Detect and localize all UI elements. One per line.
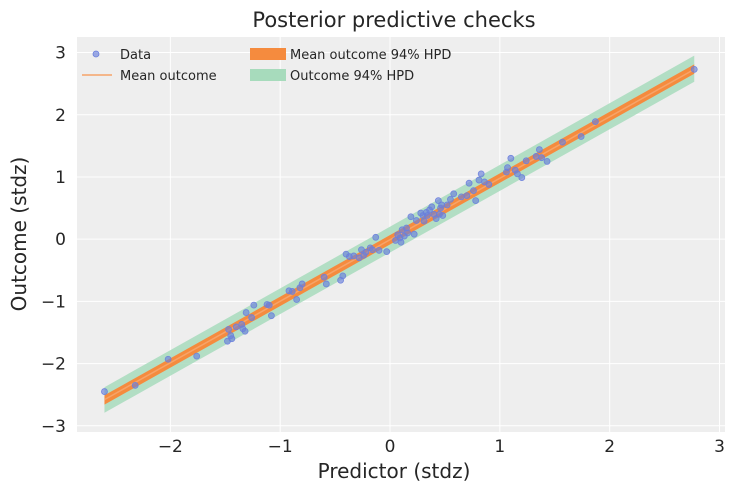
data-point bbox=[267, 312, 275, 320]
data-point bbox=[164, 355, 172, 363]
data-point bbox=[193, 352, 201, 360]
data-point bbox=[423, 212, 431, 219]
data-point bbox=[407, 213, 415, 221]
data-point bbox=[463, 192, 471, 200]
x-tick-label: −1 bbox=[268, 437, 293, 457]
y-tick-label: −3 bbox=[41, 417, 66, 437]
data-point bbox=[293, 296, 301, 303]
y-tick-label: 1 bbox=[55, 168, 66, 188]
data-point bbox=[250, 301, 258, 309]
y-tick-label: −1 bbox=[41, 292, 66, 312]
data-point bbox=[265, 301, 273, 309]
chart-title: Posterior predictive checks bbox=[252, 8, 535, 32]
data-point bbox=[592, 118, 599, 125]
x-tick-label: 0 bbox=[385, 437, 396, 457]
legend-outcome-hpd-label: Outcome 94% HPD bbox=[290, 69, 414, 84]
data-point bbox=[232, 323, 240, 331]
x-tick-label: 2 bbox=[604, 437, 615, 457]
data-point bbox=[543, 158, 551, 165]
legend-data-label: Data bbox=[120, 48, 151, 63]
data-point bbox=[439, 212, 447, 219]
data-point bbox=[412, 217, 420, 224]
data-point bbox=[322, 280, 330, 288]
data-point bbox=[577, 133, 585, 140]
data-point bbox=[428, 203, 436, 211]
data-point bbox=[228, 335, 236, 343]
data-point bbox=[443, 201, 451, 209]
series-layer bbox=[101, 55, 698, 413]
data-point bbox=[535, 146, 543, 153]
data-point bbox=[559, 138, 566, 146]
data-point bbox=[477, 170, 485, 178]
data-point bbox=[288, 288, 296, 295]
data-point bbox=[420, 217, 428, 225]
data-point bbox=[362, 248, 370, 256]
y-tick-label: −2 bbox=[41, 355, 66, 375]
data-point bbox=[242, 309, 250, 316]
y-tick-label: 2 bbox=[55, 106, 66, 126]
legend-outcome-hpd-marker bbox=[250, 69, 286, 81]
data-point bbox=[131, 381, 139, 389]
data-point bbox=[470, 187, 477, 195]
data-point bbox=[369, 246, 376, 254]
data-point bbox=[375, 246, 383, 254]
legend-mean-hpd-label: Mean outcome 94% HPD bbox=[290, 48, 451, 63]
data-point bbox=[532, 153, 540, 160]
data-point bbox=[507, 154, 515, 162]
legend-mean-outcome-label: Mean outcome bbox=[120, 69, 217, 84]
data-point bbox=[383, 248, 391, 256]
data-point bbox=[101, 388, 108, 395]
data-point bbox=[241, 327, 249, 335]
data-point bbox=[522, 157, 530, 165]
legend: Data Mean outcome Mean outcome 94% HPD O… bbox=[82, 48, 451, 84]
data-point bbox=[504, 164, 511, 172]
data-point bbox=[248, 314, 256, 321]
data-point bbox=[225, 325, 232, 333]
data-point bbox=[472, 197, 480, 204]
x-tick-label: 3 bbox=[714, 437, 725, 457]
y-tick-label: 3 bbox=[55, 44, 66, 64]
data-point bbox=[458, 193, 465, 201]
x-axis-label: Predictor (stdz) bbox=[318, 459, 471, 483]
data-point bbox=[372, 233, 380, 241]
data-point bbox=[339, 272, 347, 280]
data-point bbox=[298, 280, 306, 288]
data-point bbox=[465, 179, 473, 187]
x-tick-label: 1 bbox=[494, 437, 505, 457]
y-axis-label: Outcome (stdz) bbox=[7, 157, 31, 312]
data-point bbox=[514, 170, 521, 178]
data-point bbox=[485, 181, 493, 188]
y-tick-label: 0 bbox=[55, 230, 66, 250]
data-point bbox=[518, 174, 526, 181]
data-point bbox=[450, 190, 458, 198]
data-point bbox=[690, 65, 698, 73]
data-point bbox=[410, 230, 418, 238]
x-tick-label: −2 bbox=[158, 437, 183, 457]
legend-data-marker bbox=[92, 50, 100, 58]
data-point bbox=[320, 273, 328, 281]
tick-labels: −2 −1 0 1 2 3 −3 −2 −1 0 1 2 3 bbox=[41, 44, 725, 457]
data-point bbox=[538, 154, 545, 162]
legend-mean-hpd-marker bbox=[250, 48, 286, 60]
data-point bbox=[404, 229, 411, 237]
data-point bbox=[397, 238, 405, 246]
data-point bbox=[447, 195, 454, 203]
